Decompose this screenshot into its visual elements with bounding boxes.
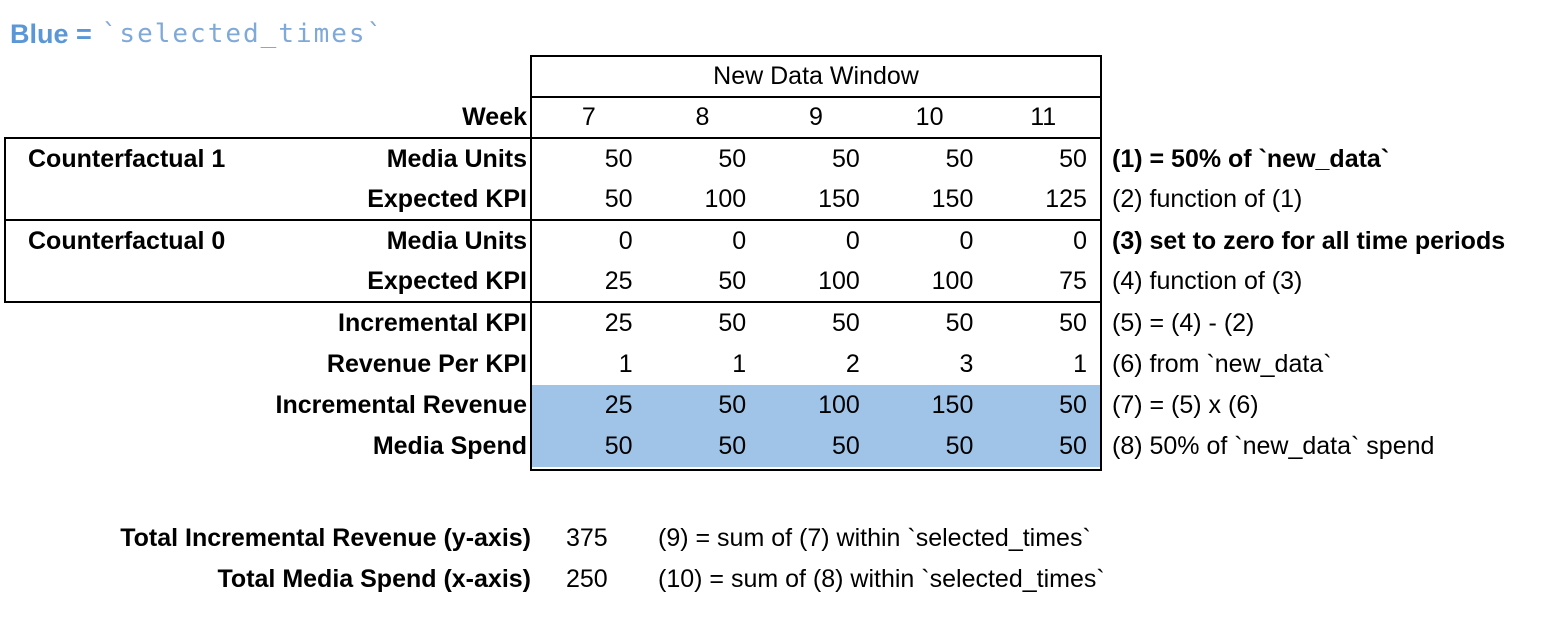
- table-cell: 50: [945, 144, 974, 173]
- counterfactual-0-box: [4, 221, 530, 303]
- annotation-3: (3) set to zero for all time periods: [1112, 226, 1506, 255]
- annotation-7: (7) = (5) x (6): [1112, 391, 1259, 419]
- table-cell: 50: [604, 184, 633, 213]
- table-cell: 100: [704, 184, 747, 213]
- table-cell: 0: [845, 226, 860, 255]
- table-cell: 50: [604, 144, 633, 173]
- table-row-revenue-per-kpi: 1 1 2 3 1: [532, 344, 1100, 385]
- table-cell: 50: [831, 309, 860, 337]
- table-cell: 50: [718, 266, 747, 295]
- row-label-incremental-revenue: Incremental Revenue: [275, 391, 528, 419]
- table-cell: 50: [718, 144, 747, 173]
- table-cell: 3: [959, 350, 974, 378]
- table-cell: 100: [818, 266, 860, 295]
- table-cell: 50: [718, 309, 747, 337]
- table-cell: 2: [845, 350, 860, 378]
- annotation-6: (6) from `new_data`: [1112, 350, 1332, 378]
- week-number: 11: [1030, 103, 1057, 131]
- week-number: 9: [809, 103, 823, 131]
- table-cell: 0: [732, 226, 747, 255]
- table-cell: 125: [1045, 184, 1087, 213]
- row-label-incremental-kpi: Incremental KPI: [338, 309, 527, 337]
- legend-note: Blue = `selected_times`: [10, 16, 384, 52]
- table-row-expected-kpi-cf1: 50 100 150 150 125: [532, 179, 1100, 221]
- row-label-expected-kpi-cf1: Expected KPI: [367, 184, 527, 213]
- row-label-media-units-cf0: Media Units: [386, 226, 527, 255]
- annotation-5: (5) = (4) - (2): [1112, 309, 1255, 337]
- week-number-row: 7 8 9 10 11: [532, 98, 1100, 139]
- table-cell: 50: [945, 309, 974, 337]
- table-cell: 50: [831, 144, 860, 173]
- total-media-spend-value: 250: [566, 565, 608, 593]
- table-cell: 150: [818, 184, 860, 213]
- counterfactual-1-box: [4, 137, 530, 221]
- table-cell: 100: [931, 266, 974, 295]
- table-cell-highlighted: 50: [718, 391, 747, 419]
- table-cell-highlighted: 50: [718, 432, 747, 460]
- table-cell-highlighted: 100: [818, 391, 860, 419]
- annotation-2: (2) function of (1): [1112, 184, 1303, 213]
- table-cell: 1: [732, 350, 747, 378]
- legend-blue-label: Blue =: [10, 18, 92, 49]
- table-cell: 0: [1073, 226, 1087, 255]
- table-row-media-spend-highlighted: 50 50 50 50 50: [532, 426, 1100, 467]
- row-label-media-units-cf1: Media Units: [386, 144, 527, 173]
- total-media-spend-label: Total Media Spend (x-axis): [217, 565, 531, 593]
- row-label-media-spend: Media Spend: [372, 432, 527, 460]
- table-cell: 1: [1073, 350, 1087, 378]
- week-header-label: Week: [462, 103, 527, 131]
- week-number: 7: [581, 103, 596, 131]
- table-cell: 0: [618, 226, 633, 255]
- table-cell: 150: [931, 184, 974, 213]
- table-row-incremental-revenue-highlighted: 25 50 100 150 50: [532, 385, 1100, 426]
- table-cell: 75: [1059, 266, 1087, 295]
- table-cell: 50: [1059, 309, 1087, 337]
- table-cell-highlighted: 50: [1059, 391, 1087, 419]
- counterfactual-0-label: Counterfactual 0: [28, 226, 226, 255]
- table-cell-highlighted: 50: [831, 432, 860, 460]
- total-incremental-revenue-label: Total Incremental Revenue (y-axis): [120, 524, 531, 552]
- table-cell-highlighted: 50: [604, 432, 633, 460]
- table-cell: 25: [604, 266, 633, 295]
- week-number: 10: [915, 103, 944, 131]
- table-row-media-units-cf0: 0 0 0 0 0: [532, 221, 1100, 261]
- table-cell-highlighted: 25: [604, 391, 633, 419]
- row-label-expected-kpi-cf0: Expected KPI: [367, 266, 527, 295]
- week-number: 8: [695, 103, 710, 131]
- data-table: New Data Window 7 8 9 10 11 50 50 50 50 …: [530, 55, 1102, 471]
- total-incremental-revenue-value: 375: [566, 524, 608, 552]
- annotation-8: (8) 50% of `new_data` spend: [1112, 432, 1435, 460]
- table-cell: 25: [604, 309, 633, 337]
- annotation-4: (4) function of (3): [1112, 266, 1303, 295]
- legend-selected-times-code: `selected_times`: [101, 19, 385, 49]
- new-data-window-header: New Data Window: [532, 57, 1100, 98]
- table-row-incremental-kpi: 25 50 50 50 50: [532, 303, 1100, 344]
- annotation-1: (1) = 50% of `new_data`: [1112, 144, 1390, 173]
- table-row-media-units-cf1: 50 50 50 50 50: [532, 139, 1100, 179]
- table-cell: 1: [618, 350, 633, 378]
- counterfactual-1-label: Counterfactual 1: [28, 144, 226, 173]
- table-cell: 0: [959, 226, 974, 255]
- table-cell-highlighted: 150: [931, 391, 974, 419]
- table-cell-highlighted: 50: [1059, 432, 1087, 460]
- table-cell: 50: [1059, 144, 1087, 173]
- row-label-revenue-per-kpi: Revenue Per KPI: [326, 350, 527, 378]
- table-row-expected-kpi-cf0: 25 50 100 100 75: [532, 261, 1100, 303]
- annotation-10: (10) = sum of (8) within `selected_times…: [658, 565, 1105, 593]
- annotation-9: (9) = sum of (7) within `selected_times`: [658, 524, 1091, 552]
- table-cell-highlighted: 50: [945, 432, 974, 460]
